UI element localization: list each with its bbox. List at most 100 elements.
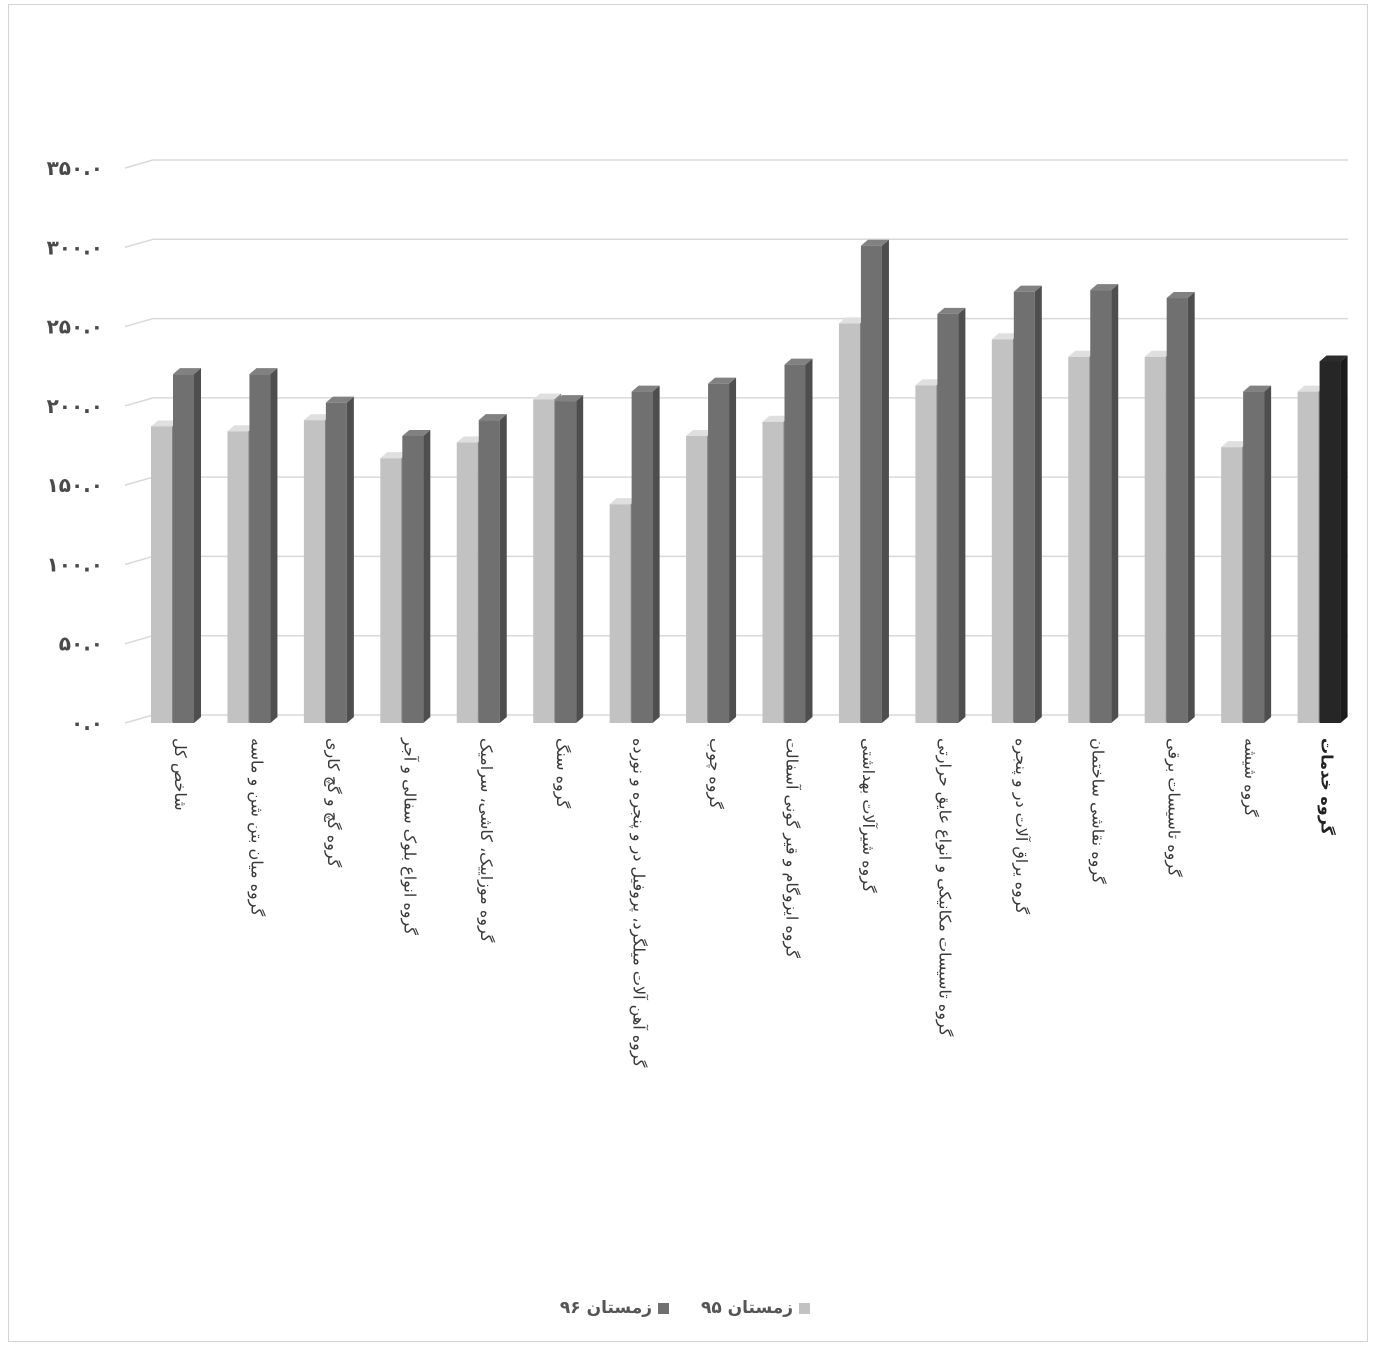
bar-2-11	[937, 313, 959, 723]
legend-label-1: زمستان ۹۵	[700, 1298, 794, 1318]
x-tick-label-12: گروه یراق آلات در و پنجره	[1011, 738, 1031, 915]
x-tick-label-3: گروه گچ و گچ کاری	[323, 738, 343, 868]
bar-side-2-14	[1187, 292, 1195, 723]
x-tick-label-1: شاخص کل	[170, 738, 190, 811]
bar-top-1-8	[686, 429, 715, 436]
bar-2-5	[478, 420, 500, 723]
bar-top-1-7	[609, 498, 638, 505]
bar-1-1	[151, 426, 172, 723]
bar-top-1-15	[1221, 441, 1250, 448]
bar-side-2-2	[270, 368, 278, 723]
legend: زمستان ۹۶ زمستان ۹۵	[0, 1298, 1376, 1318]
bar-side-2-9	[805, 358, 813, 723]
bar-side-2-7	[652, 385, 660, 723]
bar-1-15	[1221, 447, 1243, 723]
bar-side-2-3	[346, 396, 354, 723]
y-tick-label-50: ۵۰.۰	[59, 632, 103, 656]
bar-side-2-13	[1111, 284, 1119, 723]
bar-1-6	[533, 399, 555, 723]
y-tick-label-200: ۲۰۰.۰	[47, 394, 103, 418]
x-tick-label-4: گروه انواع بلوک سفالی و آجر	[399, 737, 419, 935]
bar-top-2-10	[860, 239, 889, 246]
gridline-side-150	[124, 476, 154, 486]
bar-top-1-13	[1068, 350, 1097, 357]
gridline-side-300	[124, 238, 154, 249]
bar-side-2-15	[1264, 385, 1272, 723]
bar-top-1-9	[762, 415, 791, 422]
bar-side-2-12	[1034, 285, 1042, 723]
legend-swatch-1	[799, 1302, 811, 1314]
bar-1-7	[609, 504, 631, 723]
bar-2-14	[1166, 298, 1188, 723]
bar-side-2-5	[499, 414, 507, 723]
bar-1-4	[380, 458, 402, 723]
bar-top-2-13	[1090, 284, 1119, 291]
bar-side-2-4	[423, 429, 431, 723]
bar-1-9	[762, 421, 784, 723]
bar-1-11	[915, 385, 937, 723]
bar-top-2-15	[1243, 385, 1272, 392]
bar-1-13	[1068, 356, 1090, 723]
bar-2-6	[555, 401, 577, 723]
bar-1-2	[227, 431, 249, 723]
bar-top-2-2	[249, 368, 278, 375]
x-tick-label-2: گروه میان بتن شن و ماسه	[246, 738, 266, 917]
bar-2-3	[325, 402, 347, 723]
bar-1-16	[1297, 391, 1319, 723]
bar-2-8	[708, 383, 730, 723]
x-tick-label-6: گروه سنگ	[552, 738, 572, 809]
bar-top-1-4	[380, 452, 409, 459]
gridline-side-100	[124, 555, 154, 566]
legend-label-2: زمستان ۹۶	[559, 1298, 653, 1318]
bar-top-1-2	[227, 425, 256, 432]
bar-1-12	[991, 339, 1013, 723]
bar-top-2-1	[173, 368, 201, 375]
bar-top-1-1	[151, 420, 179, 427]
bar-top-1-11	[915, 379, 944, 386]
gridline-side-0	[124, 714, 154, 724]
y-tick-label-250: ۲۵۰.۰	[47, 315, 103, 339]
bar-top-2-7	[631, 385, 660, 392]
bar-2-12	[1013, 291, 1035, 723]
y-tick-label-100: ۱۰۰.۰	[47, 552, 103, 576]
y-tick-label-300: ۳۰۰.۰	[47, 235, 103, 259]
bar-top-2-11	[937, 307, 966, 314]
bar-2-4	[402, 435, 424, 723]
bar-side-2-1	[194, 368, 201, 723]
bar-side-2-11	[958, 307, 966, 723]
bar-2-2	[249, 374, 271, 723]
y-tick-label-0: ۰.۰	[71, 711, 103, 735]
bar-side-2-6	[576, 395, 584, 723]
y-tick-label-350: ۳۵۰.۰	[47, 156, 103, 180]
x-tick-label-11: گروه تاسیسات مکانیکی و انواع عایق حرارتی	[934, 738, 954, 1037]
x-tick-label-5: گروه موزاییک، کاشی، سرامیک	[476, 738, 496, 943]
bar-top-2-5	[478, 414, 507, 421]
legend-item-1: زمستان ۹۵	[701, 1298, 816, 1318]
bar-2-9	[784, 364, 806, 723]
bar-1-3	[303, 420, 325, 723]
bar-side-2-10	[881, 239, 889, 723]
bar-1-10	[838, 323, 860, 723]
bar-top-2-3	[325, 396, 354, 403]
gridline-side-50	[124, 634, 154, 645]
x-tick-label-10: گروه شیرآلات بهداشتی	[858, 738, 878, 893]
gridline-side-350	[124, 159, 154, 169]
x-tick-label-8: گروه چوب	[705, 738, 725, 809]
x-tick-label-9: گروه ایزوگام و قیر گونی آسفالت	[782, 738, 802, 958]
bar-top-1-10	[838, 317, 867, 324]
bar-2-7	[631, 391, 653, 723]
legend-swatch-2	[658, 1302, 670, 1314]
bar-top-2-8	[708, 377, 737, 384]
bar-top-2-14	[1166, 292, 1195, 299]
x-tick-label-16: گروه خدمات	[1318, 738, 1337, 836]
legend-item-2: زمستان ۹۶	[560, 1298, 675, 1318]
bar-top-1-12	[991, 333, 1020, 340]
bar-top-2-12	[1013, 285, 1042, 292]
bar-2-10	[860, 245, 882, 723]
bar-top-2-6	[555, 395, 584, 402]
bar-1-8	[686, 435, 708, 723]
bar-top-1-6	[533, 393, 562, 400]
bar-top-1-3	[303, 414, 332, 421]
bar-top-2-4	[402, 429, 431, 436]
